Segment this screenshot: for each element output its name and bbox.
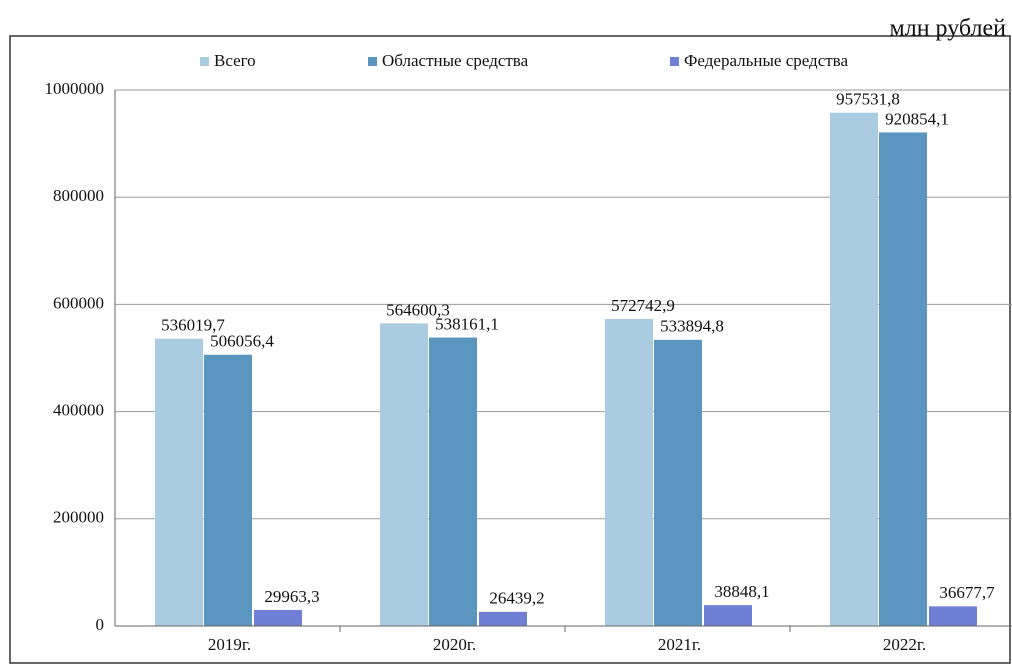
y-tick-label: 200000 <box>53 508 104 527</box>
x-tick-label: 2022г. <box>883 635 926 654</box>
data-label: 920854,1 <box>885 109 949 128</box>
bar <box>204 354 252 626</box>
legend-swatch <box>670 57 679 66</box>
data-label: 506056,4 <box>210 332 274 351</box>
y-tick-label: 800000 <box>53 186 104 205</box>
data-label: 38848,1 <box>714 582 769 601</box>
data-label: 29963,3 <box>264 587 319 606</box>
bar <box>830 112 878 627</box>
bar <box>605 319 653 626</box>
x-tick-label: 2021г. <box>658 635 701 654</box>
data-label: 533894,8 <box>660 317 724 336</box>
y-tick-label: 1000000 <box>45 79 105 98</box>
bar <box>704 605 752 626</box>
legend-label: Федеральные средства <box>684 51 848 70</box>
y-tick-label: 400000 <box>53 401 104 420</box>
y-tick-label: 0 <box>96 615 105 634</box>
bar <box>879 132 927 627</box>
unit-label: млн рублей <box>890 16 1007 42</box>
bar <box>254 609 302 626</box>
data-label: 538161,1 <box>435 314 499 333</box>
chart-frame <box>9 35 1011 664</box>
data-label: 564600,3 <box>386 300 450 319</box>
x-tick-label: 2019г. <box>208 635 251 654</box>
legend-swatch <box>200 57 209 66</box>
bar <box>479 611 527 626</box>
bar <box>380 323 428 626</box>
bar <box>429 337 477 626</box>
bar <box>155 338 203 626</box>
legend-label: Всего <box>214 51 256 70</box>
legend-label: Областные средства <box>382 51 529 70</box>
data-label: 957531,8 <box>836 90 900 109</box>
data-label: 36677,7 <box>939 583 995 602</box>
bar <box>654 339 702 626</box>
data-label: 572742,9 <box>611 296 675 315</box>
x-tick-label: 2020г. <box>433 635 476 654</box>
legend-swatch <box>368 57 377 66</box>
bar <box>929 606 977 626</box>
y-tick-label: 600000 <box>53 293 104 312</box>
data-label: 536019,7 <box>161 316 225 335</box>
data-label: 26439,2 <box>489 589 544 608</box>
